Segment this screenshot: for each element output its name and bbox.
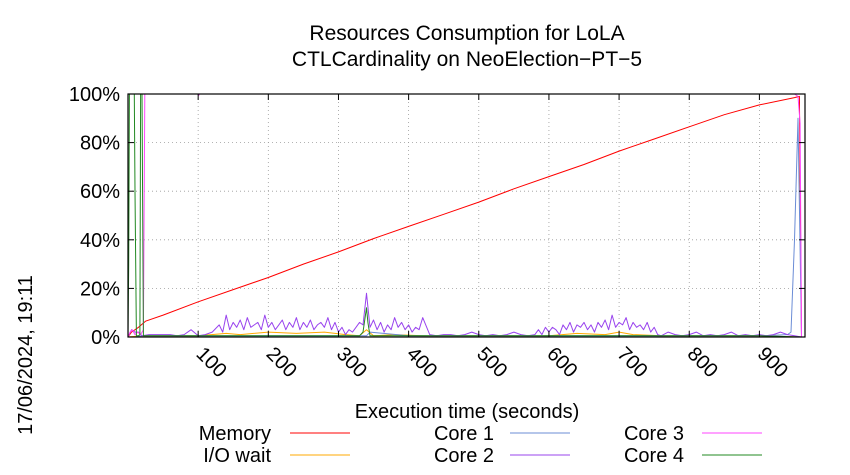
legend-label-core-3: Core 3 — [624, 423, 684, 445]
series-line-core-1 — [128, 117, 802, 338]
x-tick-label: 500 — [472, 343, 511, 382]
chart-title-line-2: CTLCardinality on NeoElection−PT−5 — [292, 48, 642, 71]
legend-label-memory: Memory — [199, 423, 271, 445]
y-tick-label: 40% — [80, 230, 120, 252]
x-tick-label: 800 — [683, 343, 722, 382]
x-tick-label: 600 — [542, 343, 581, 382]
y-tick-label: 20% — [80, 278, 120, 300]
y-tick-label: 60% — [80, 181, 120, 203]
timestamp-label: 17/06/2024, 19:11 — [15, 275, 37, 435]
x-tick-label: 400 — [402, 343, 441, 382]
x-tick-label: 200 — [262, 343, 301, 382]
series-line-core-4 — [127, 93, 802, 338]
chart-title: Resources Consumption for LoLA CTLCardin… — [292, 22, 642, 71]
y-tick-label: 100% — [69, 84, 120, 106]
grid — [128, 93, 805, 338]
y-tick-label: 0% — [91, 327, 120, 349]
x-axis-ticks: 100 200 300 400 500 600 700 800 900 — [192, 94, 792, 382]
series-layer — [127, 93, 802, 338]
series-line-core-3 — [127, 93, 802, 338]
x-tick-label: 900 — [753, 343, 792, 382]
legend-label-i-o-wait: I/O wait — [203, 445, 271, 467]
series-line-memory — [127, 95, 802, 338]
x-tick-label: 700 — [613, 343, 652, 382]
y-axis-ticks: 0% 20% 40% 60% 80% 100% — [69, 84, 805, 349]
x-tick-label: 300 — [332, 343, 371, 382]
series-line-core-2 — [127, 292, 802, 338]
chart-title-line-1: Resources Consumption for LoLA — [309, 22, 624, 45]
plot-frame — [127, 93, 806, 338]
y-tick-label: 80% — [80, 133, 120, 155]
x-axis-label: Execution time (seconds) — [355, 401, 580, 423]
legend-label-core-2: Core 2 — [434, 445, 494, 467]
x-tick-label: 100 — [192, 343, 231, 382]
legend-label-core-4: Core 4 — [624, 445, 684, 467]
legend-label-core-1: Core 1 — [434, 423, 494, 445]
